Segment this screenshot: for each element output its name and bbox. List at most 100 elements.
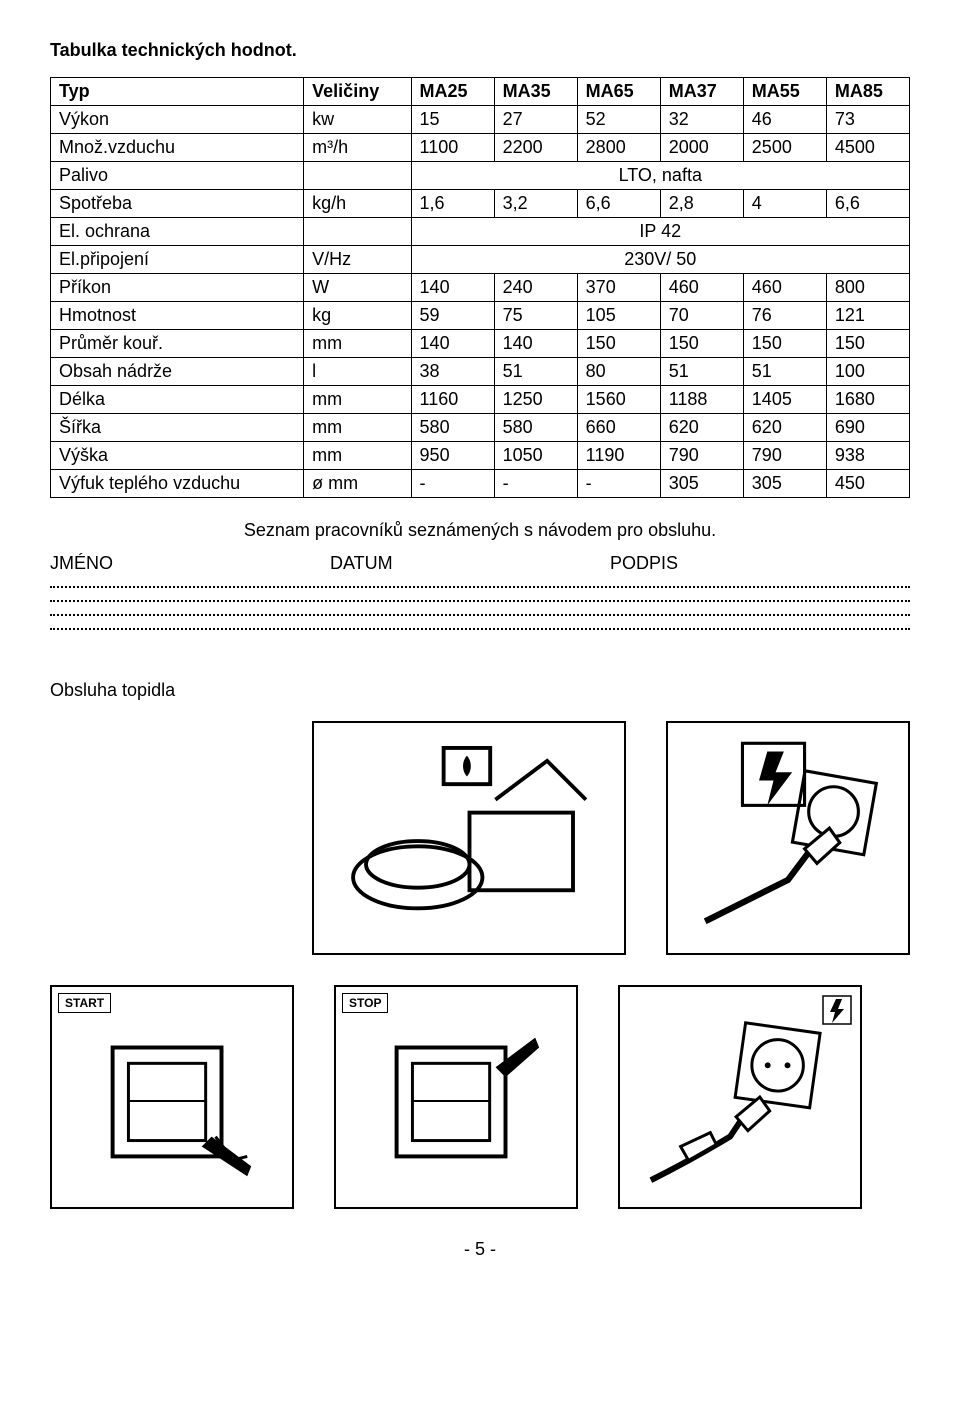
obsluha-label: Obsluha topidla bbox=[50, 680, 910, 701]
table-row: Výfuk teplého vzduchuø mm---305305450 bbox=[51, 470, 910, 498]
header-ma35: MA35 bbox=[494, 78, 577, 106]
signature-line bbox=[50, 586, 910, 588]
row-value: 75 bbox=[494, 302, 577, 330]
row-value: 580 bbox=[494, 414, 577, 442]
header-typ: Typ bbox=[51, 78, 304, 106]
row-value: 1100 bbox=[411, 134, 494, 162]
row-value: 790 bbox=[660, 442, 743, 470]
row-value: 6,6 bbox=[826, 190, 909, 218]
sig-datum-label: DATUM bbox=[330, 553, 610, 574]
subtitle: Seznam pracovníků seznámených s návodem … bbox=[50, 520, 910, 541]
row-value: 305 bbox=[743, 470, 826, 498]
fuel-cap-icon bbox=[330, 735, 609, 942]
plug-socket-icon bbox=[680, 735, 896, 942]
table-row: Palivo LTO, nafta bbox=[51, 162, 910, 190]
row-value: 1160 bbox=[411, 386, 494, 414]
row-unit: kg/h bbox=[304, 190, 411, 218]
row-value: 32 bbox=[660, 106, 743, 134]
table-row: El. ochrana IP 42 bbox=[51, 218, 910, 246]
row-value: 660 bbox=[577, 414, 660, 442]
table-row: Výkonkw152752324673 bbox=[51, 106, 910, 134]
row-value: 150 bbox=[826, 330, 909, 358]
row-value: 580 bbox=[411, 414, 494, 442]
header-ma85: MA85 bbox=[826, 78, 909, 106]
illustration-fuel bbox=[312, 721, 626, 955]
row-unit: mm bbox=[304, 330, 411, 358]
row-label: Palivo bbox=[51, 162, 304, 190]
row-value: 100 bbox=[826, 358, 909, 386]
row-value: 240 bbox=[494, 274, 577, 302]
table-row: Obsah nádržel3851805151100 bbox=[51, 358, 910, 386]
row-value: 450 bbox=[826, 470, 909, 498]
signature-line bbox=[50, 614, 910, 616]
row-label: Hmotnost bbox=[51, 302, 304, 330]
row-value: 15 bbox=[411, 106, 494, 134]
header-veliciny: Veličiny bbox=[304, 78, 411, 106]
row-value: 73 bbox=[826, 106, 909, 134]
row-label: Výkon bbox=[51, 106, 304, 134]
start-badge: START bbox=[58, 993, 111, 1013]
header-ma65: MA65 bbox=[577, 78, 660, 106]
page-title: Tabulka technických hodnot. bbox=[50, 40, 910, 61]
row-span-value: IP 42 bbox=[411, 218, 909, 246]
row-unit: V/Hz bbox=[304, 246, 411, 274]
row-unit: W bbox=[304, 274, 411, 302]
row-value: 950 bbox=[411, 442, 494, 470]
row-value: 1560 bbox=[577, 386, 660, 414]
illustrations-area: Obsluha topidla START bbox=[50, 680, 910, 1209]
header-ma25: MA25 bbox=[411, 78, 494, 106]
row-value: 150 bbox=[577, 330, 660, 358]
row-value: 2,8 bbox=[660, 190, 743, 218]
row-value: 121 bbox=[826, 302, 909, 330]
signature-line bbox=[50, 600, 910, 602]
row-unit: mm bbox=[304, 414, 411, 442]
lightning-icon bbox=[822, 995, 852, 1030]
row-value: 1250 bbox=[494, 386, 577, 414]
row-value: 1190 bbox=[577, 442, 660, 470]
row-value: 46 bbox=[743, 106, 826, 134]
row-span-value: LTO, nafta bbox=[411, 162, 909, 190]
row-value: 1680 bbox=[826, 386, 909, 414]
row-value: - bbox=[577, 470, 660, 498]
row-value: 620 bbox=[743, 414, 826, 442]
row-value: 4 bbox=[743, 190, 826, 218]
signature-headers: JMÉNO DATUM PODPIS bbox=[50, 553, 910, 574]
row-label: Množ.vzduchu bbox=[51, 134, 304, 162]
row-value: 140 bbox=[411, 274, 494, 302]
row-value: 6,6 bbox=[577, 190, 660, 218]
row-label: Délka bbox=[51, 386, 304, 414]
row-unit: mm bbox=[304, 386, 411, 414]
table-row: El.připojeníV/Hz230V/ 50 bbox=[51, 246, 910, 274]
row-value: 1188 bbox=[660, 386, 743, 414]
row-value: 80 bbox=[577, 358, 660, 386]
table-row: Hmotnostkg59751057076121 bbox=[51, 302, 910, 330]
row-value: - bbox=[411, 470, 494, 498]
start-switch-icon bbox=[64, 998, 280, 1196]
row-value: 690 bbox=[826, 414, 909, 442]
row-value: 150 bbox=[743, 330, 826, 358]
row-value: 370 bbox=[577, 274, 660, 302]
spec-table: Typ Veličiny MA25 MA35 MA65 MA37 MA55 MA… bbox=[50, 77, 910, 498]
table-row: Průměr kouř.mm140140150150150150 bbox=[51, 330, 910, 358]
row-unit: m³/h bbox=[304, 134, 411, 162]
header-ma37: MA37 bbox=[660, 78, 743, 106]
row-value: 800 bbox=[826, 274, 909, 302]
row-value: 38 bbox=[411, 358, 494, 386]
row-label: El. ochrana bbox=[51, 218, 304, 246]
row-unit: l bbox=[304, 358, 411, 386]
row-value: 4500 bbox=[826, 134, 909, 162]
table-row: Výškamm95010501190790790938 bbox=[51, 442, 910, 470]
row-label: Výfuk teplého vzduchu bbox=[51, 470, 304, 498]
row-label: Příkon bbox=[51, 274, 304, 302]
row-value: 938 bbox=[826, 442, 909, 470]
row-value: 51 bbox=[743, 358, 826, 386]
page-number: - 5 - bbox=[50, 1239, 910, 1260]
row-value: 2200 bbox=[494, 134, 577, 162]
illustration-row-2: START STOP bbox=[50, 985, 910, 1209]
row-value: 51 bbox=[660, 358, 743, 386]
row-value: 140 bbox=[411, 330, 494, 358]
row-label: Obsah nádrže bbox=[51, 358, 304, 386]
header-ma55: MA55 bbox=[743, 78, 826, 106]
row-value: 3,2 bbox=[494, 190, 577, 218]
table-row: Množ.vzduchum³/h110022002800200025004500 bbox=[51, 134, 910, 162]
